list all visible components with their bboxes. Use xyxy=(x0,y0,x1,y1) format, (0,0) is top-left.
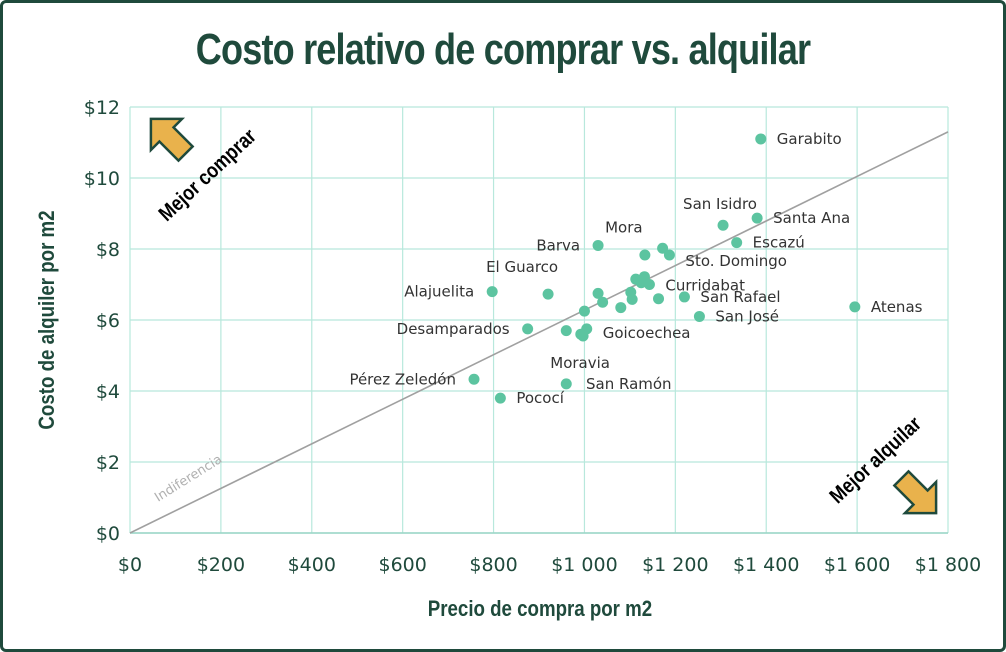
point-labels: Garabito San Isidro Santa Ana Mora Barva Esca… xyxy=(349,130,922,407)
data-point xyxy=(643,279,655,290)
y-tick-label: $12 xyxy=(84,97,120,119)
point-label: Garabito xyxy=(777,130,842,148)
data-point xyxy=(657,242,669,254)
y-tick-label: $4 xyxy=(96,381,120,403)
data-point xyxy=(755,133,767,145)
indiferencia-label: Indiferencia xyxy=(152,452,225,505)
x-tick-label: $1 400 xyxy=(733,554,799,576)
data-point xyxy=(494,392,506,404)
data-point xyxy=(560,378,572,390)
point-label: Desamparados xyxy=(397,320,510,338)
y-tick-label: $6 xyxy=(96,310,120,332)
point-label: El Guarco xyxy=(486,258,558,276)
data-point xyxy=(731,237,743,249)
point-label: Pococí xyxy=(516,389,564,407)
point-label: San Rafael xyxy=(700,288,780,306)
y-tick-label: $2 xyxy=(96,452,120,474)
chart-title: Costo relativo de comprar vs. alquilar xyxy=(195,25,811,74)
data-point xyxy=(592,239,604,251)
data-point xyxy=(849,301,861,313)
data-point xyxy=(486,286,498,298)
x-tick-label: $800 xyxy=(469,554,517,576)
x-tick-label: $1 600 xyxy=(824,554,890,576)
point-label: Atenas xyxy=(871,298,923,316)
x-axis-title: Precio de compra por m2 xyxy=(428,598,652,622)
arrow-down-right-icon xyxy=(892,469,938,515)
reference-line-group xyxy=(129,131,949,534)
point-label: Curridabat xyxy=(665,277,745,295)
data-points xyxy=(468,133,861,404)
point-label: Pérez Zeledón xyxy=(349,370,456,388)
arrow-up-left-icon xyxy=(149,117,195,163)
data-point xyxy=(635,277,647,289)
data-point xyxy=(592,287,604,299)
point-label: Santa Ana xyxy=(773,209,850,227)
y-axis-title: Costo de alquiler por m2 xyxy=(36,210,60,429)
data-point xyxy=(468,373,480,385)
data-point xyxy=(693,310,705,322)
point-label: San José xyxy=(715,307,779,325)
data-point xyxy=(615,302,627,314)
data-point xyxy=(560,325,572,337)
y-tick-label: $0 xyxy=(96,523,120,545)
x-tick-label: $200 xyxy=(197,554,245,576)
data-point xyxy=(653,293,665,305)
data-point xyxy=(717,219,729,231)
grid xyxy=(129,106,949,534)
indiferencia-line xyxy=(129,131,949,534)
label-san-ramon: San Ramón xyxy=(586,375,672,393)
x-tick-label: $600 xyxy=(378,554,426,576)
point-label: Barva xyxy=(536,236,580,254)
x-tick-label: $1 000 xyxy=(551,554,617,576)
data-point xyxy=(663,249,675,261)
point-label: Alajuelita xyxy=(404,283,474,301)
point-label: Escazú xyxy=(753,234,805,252)
y-tick-label: $10 xyxy=(84,168,120,190)
data-point xyxy=(522,323,534,335)
point-label: Moravia xyxy=(550,354,610,372)
point-label: Goicoechea xyxy=(603,324,691,342)
x-tick-label: $0 xyxy=(118,554,142,576)
data-point xyxy=(577,330,589,342)
y-tick-label: $8 xyxy=(96,239,120,261)
x-tick-label: $1 200 xyxy=(642,554,708,576)
data-point xyxy=(542,288,554,300)
corner-arrows xyxy=(149,117,938,515)
data-point xyxy=(639,249,651,261)
point-label: San Isidro xyxy=(683,195,757,213)
data-point xyxy=(751,212,763,224)
x-tick-label: $1 800 xyxy=(915,554,981,576)
data-point xyxy=(578,305,590,317)
x-tick-label: $400 xyxy=(288,554,336,576)
tick-labels: $0 $200 $400 $600 $800 $1 000 $1 200 $1 400 $1 6… xyxy=(84,97,982,576)
point-label: Mora xyxy=(605,218,642,236)
point-label: Sto. Domingo xyxy=(685,252,787,270)
data-point xyxy=(597,296,609,308)
data-point xyxy=(678,291,690,303)
data-point xyxy=(626,293,638,305)
